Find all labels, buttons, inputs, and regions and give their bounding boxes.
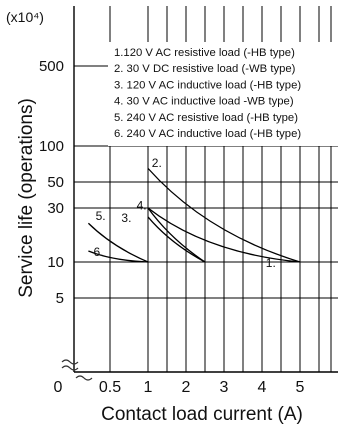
x-tick-label: 4: [258, 379, 267, 396]
y-tick-label: 30: [47, 200, 64, 217]
series-label-5: 5.: [96, 209, 106, 223]
legend-entry: 3. 120 V AC inductive load (-HB type): [114, 79, 301, 91]
legend-entry: 6. 240 V AC inductive load (-HB type): [114, 128, 301, 140]
y-tick-label: 500: [39, 58, 64, 75]
tick-labels: 500 100 50 30 10 5 0.5 1 2 3 4 5: [39, 58, 305, 396]
legend-entry: 1.120 V AC resistive load (-HB type): [114, 47, 295, 59]
legend-background: [108, 42, 338, 146]
x-tick-label: 1: [144, 379, 153, 396]
x-tick-label: 2: [182, 379, 191, 396]
x-tick-label: 5: [296, 379, 305, 396]
series-label-4: 4.: [137, 199, 147, 213]
series-line-1: [147, 207, 301, 263]
x-zero-label: 0: [54, 379, 63, 396]
x-tick-label: 3: [220, 379, 229, 396]
series-line-4: [147, 207, 206, 263]
series-line-6: [88, 250, 149, 263]
series-lines: 1. 2. 3. 4. 5. 6.: [87, 156, 301, 270]
y-tick-label: 50: [47, 174, 64, 191]
series-label-6: 6.: [93, 245, 103, 259]
series-label-2: 2.: [152, 156, 162, 170]
legend-entry: 5. 240 V AC resistive load (-HB type): [114, 112, 298, 124]
y-tick-label: 5: [56, 290, 64, 307]
y-axis-title: Service life (operations): [16, 98, 37, 298]
legend-entry: 4. 30 V AC inductive load -WB type): [114, 96, 294, 108]
axis-break-icon: [61, 359, 93, 381]
axes: [73, 6, 338, 373]
x-axis-title: Contact load current (A): [101, 404, 303, 425]
series-line-5: [87, 222, 149, 263]
series-line-2: [147, 167, 301, 263]
legend: 1.120 V AC resistive load (-HB type) 2. 3…: [114, 47, 301, 140]
series-line-3: [147, 216, 206, 263]
x-tick-label: 0.5: [99, 379, 121, 396]
legend-entry: 2. 30 V DC resistive load (-WB type): [114, 63, 296, 75]
series-label-3: 3.: [121, 211, 131, 225]
y-tick-label: 100: [39, 138, 64, 155]
y-tick-label: 10: [47, 254, 64, 271]
y-unit-label: (x10⁴): [6, 9, 44, 25]
series-label-1: 1.: [266, 256, 276, 270]
